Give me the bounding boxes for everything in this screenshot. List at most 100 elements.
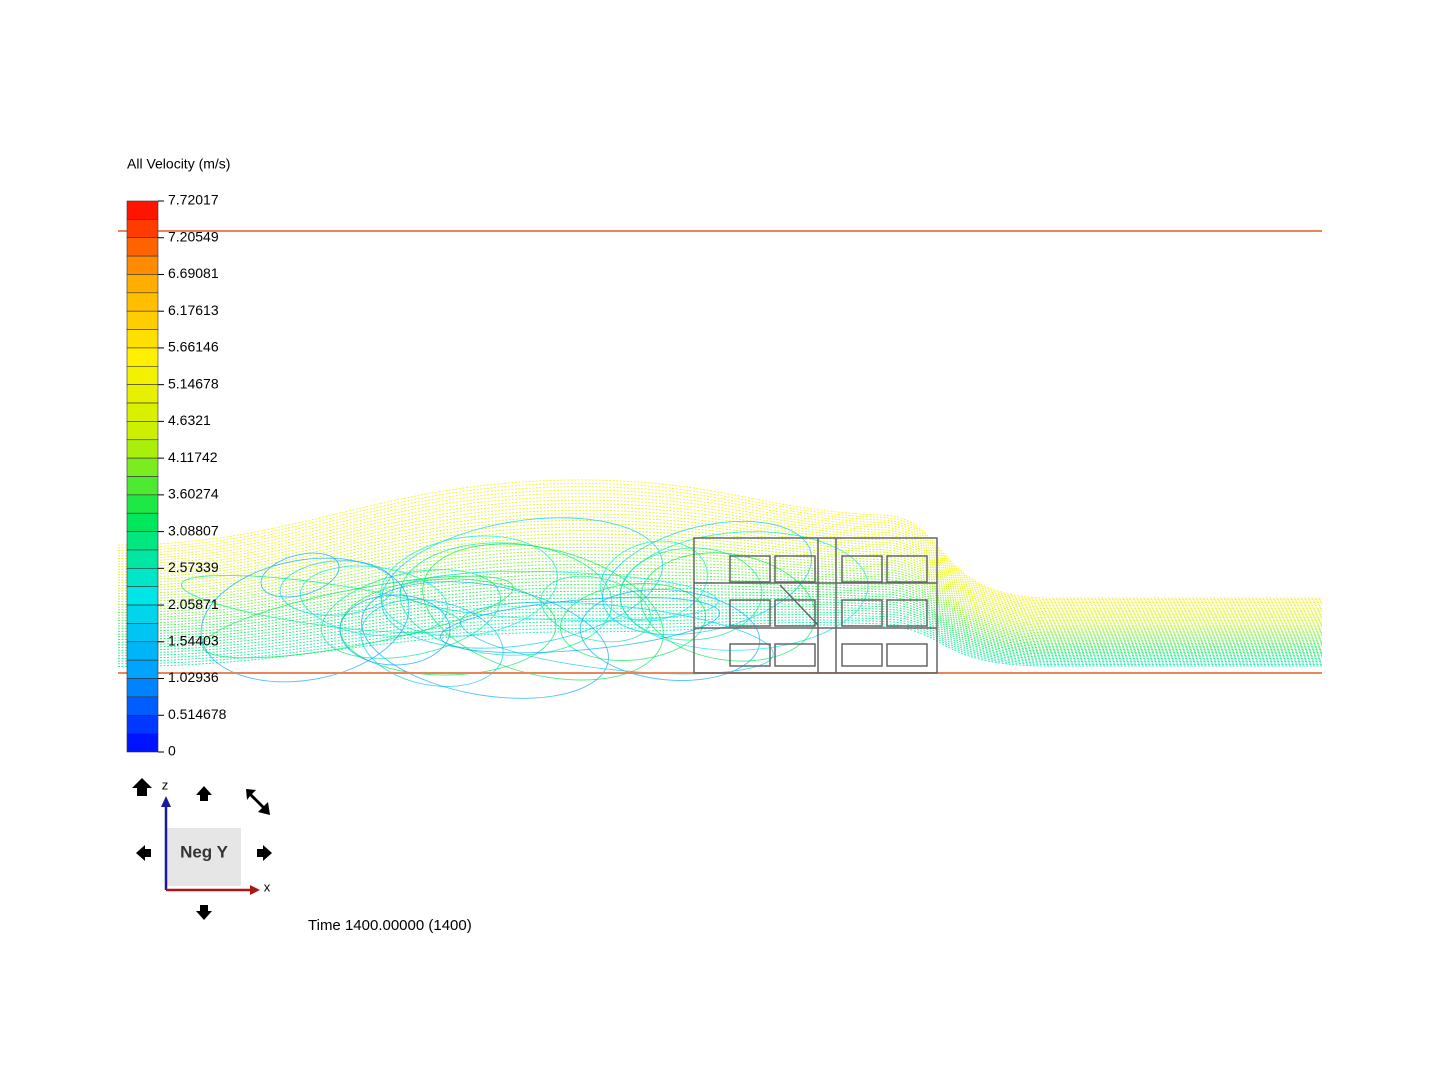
color-band [126, 329, 159, 349]
colorbar-label: 1.02936 [168, 669, 219, 685]
color-band [126, 421, 159, 441]
streamline [117, 540, 1322, 626]
colorbar-label: 1.54403 [168, 633, 219, 649]
vortex [200, 557, 410, 683]
streamline [117, 486, 1322, 602]
streamline [117, 530, 1322, 622]
rotate-down[interactable] [196, 905, 212, 920]
vortex [559, 582, 707, 662]
rotate-right[interactable] [257, 845, 272, 861]
colorbar-label: 4.11742 [168, 449, 218, 465]
streamline [117, 519, 1322, 617]
streamline [117, 550, 1322, 631]
color-band [126, 384, 159, 404]
color-band [126, 347, 159, 367]
home[interactable] [132, 778, 152, 796]
streamline [117, 526, 1322, 620]
streamline [117, 597, 1322, 652]
streamline [117, 577, 1322, 643]
vortex [260, 552, 340, 598]
roll[interactable] [246, 789, 270, 815]
vortex [299, 565, 449, 637]
streamline [117, 603, 1322, 655]
colorbar-label: 7.20549 [168, 228, 219, 244]
streamline [117, 567, 1322, 638]
streamline [117, 536, 1322, 625]
streamlines [117, 479, 1322, 699]
colorbar-label: 7.72017 [168, 192, 219, 208]
streamline [117, 608, 1322, 658]
color-band [126, 365, 159, 385]
streamline [117, 560, 1322, 635]
rotate-up[interactable] [196, 786, 212, 801]
colorbar-label: 5.66146 [168, 339, 219, 355]
axis-z: z [162, 777, 169, 792]
streamline [117, 509, 1322, 613]
colorbar-label: 6.17613 [168, 302, 219, 318]
streamline [117, 513, 1322, 614]
colorbar-label: 5.14678 [168, 375, 219, 391]
streamline [117, 621, 1322, 665]
color-band [126, 274, 159, 294]
color-band [126, 733, 159, 753]
color-band [126, 292, 159, 312]
streamline [117, 523, 1322, 619]
cube-face[interactable] [167, 828, 241, 886]
colorbar-label: 2.05871 [168, 596, 219, 612]
vortex [279, 560, 395, 616]
color-band [126, 512, 159, 532]
vortex [380, 517, 664, 649]
streamline [117, 479, 1322, 599]
streamline [117, 496, 1322, 607]
streamline [117, 573, 1322, 641]
color-band [126, 568, 159, 587]
vortex [360, 599, 504, 687]
legend-title: All Velocity (m/s) [127, 156, 230, 172]
vortex [619, 547, 763, 641]
vortex [460, 601, 774, 675]
vortex [540, 575, 652, 643]
streamline [117, 482, 1322, 601]
color-band [126, 678, 159, 698]
streamline [117, 553, 1322, 632]
color-band [126, 604, 159, 624]
colorbar-label: 3.60274 [168, 486, 219, 502]
streamline [117, 503, 1322, 610]
streamline [117, 489, 1322, 604]
color-band [126, 549, 159, 569]
color-band [126, 402, 159, 422]
vortex [380, 535, 558, 637]
streamline [117, 611, 1322, 659]
streamline [117, 619, 1322, 664]
streamline [117, 506, 1322, 611]
color-band [126, 659, 159, 679]
streamline [117, 584, 1322, 646]
time-label: Time 1400.00000 (1400) [308, 917, 472, 934]
vortex [339, 594, 451, 666]
colorbar-label: 0 [168, 743, 176, 759]
color-band [126, 200, 159, 220]
streamline [117, 600, 1322, 653]
color-band [126, 714, 159, 734]
color-band [126, 586, 159, 606]
color-band [126, 457, 159, 477]
vortex [321, 569, 501, 659]
rotate-left[interactable] [136, 845, 151, 861]
streamline [117, 563, 1322, 637]
building [693, 537, 938, 674]
vortex [440, 596, 720, 654]
streamline [117, 557, 1322, 634]
color-band [126, 439, 159, 459]
vortex [579, 589, 761, 681]
colorbar-label: 4.6321 [168, 412, 211, 428]
color-band [126, 623, 159, 643]
color-band [126, 310, 159, 330]
view-cube: Neg Y z x [132, 777, 272, 920]
colorbar: 7.72017 7.20549 6.69081 6.17613 5.66146 5.146… [126, 192, 227, 759]
color-band [126, 494, 159, 514]
cube-label: Neg Y [180, 842, 229, 861]
color-band [126, 476, 159, 496]
vortex [361, 581, 609, 699]
colorbar-label: 0.514678 [168, 706, 227, 722]
